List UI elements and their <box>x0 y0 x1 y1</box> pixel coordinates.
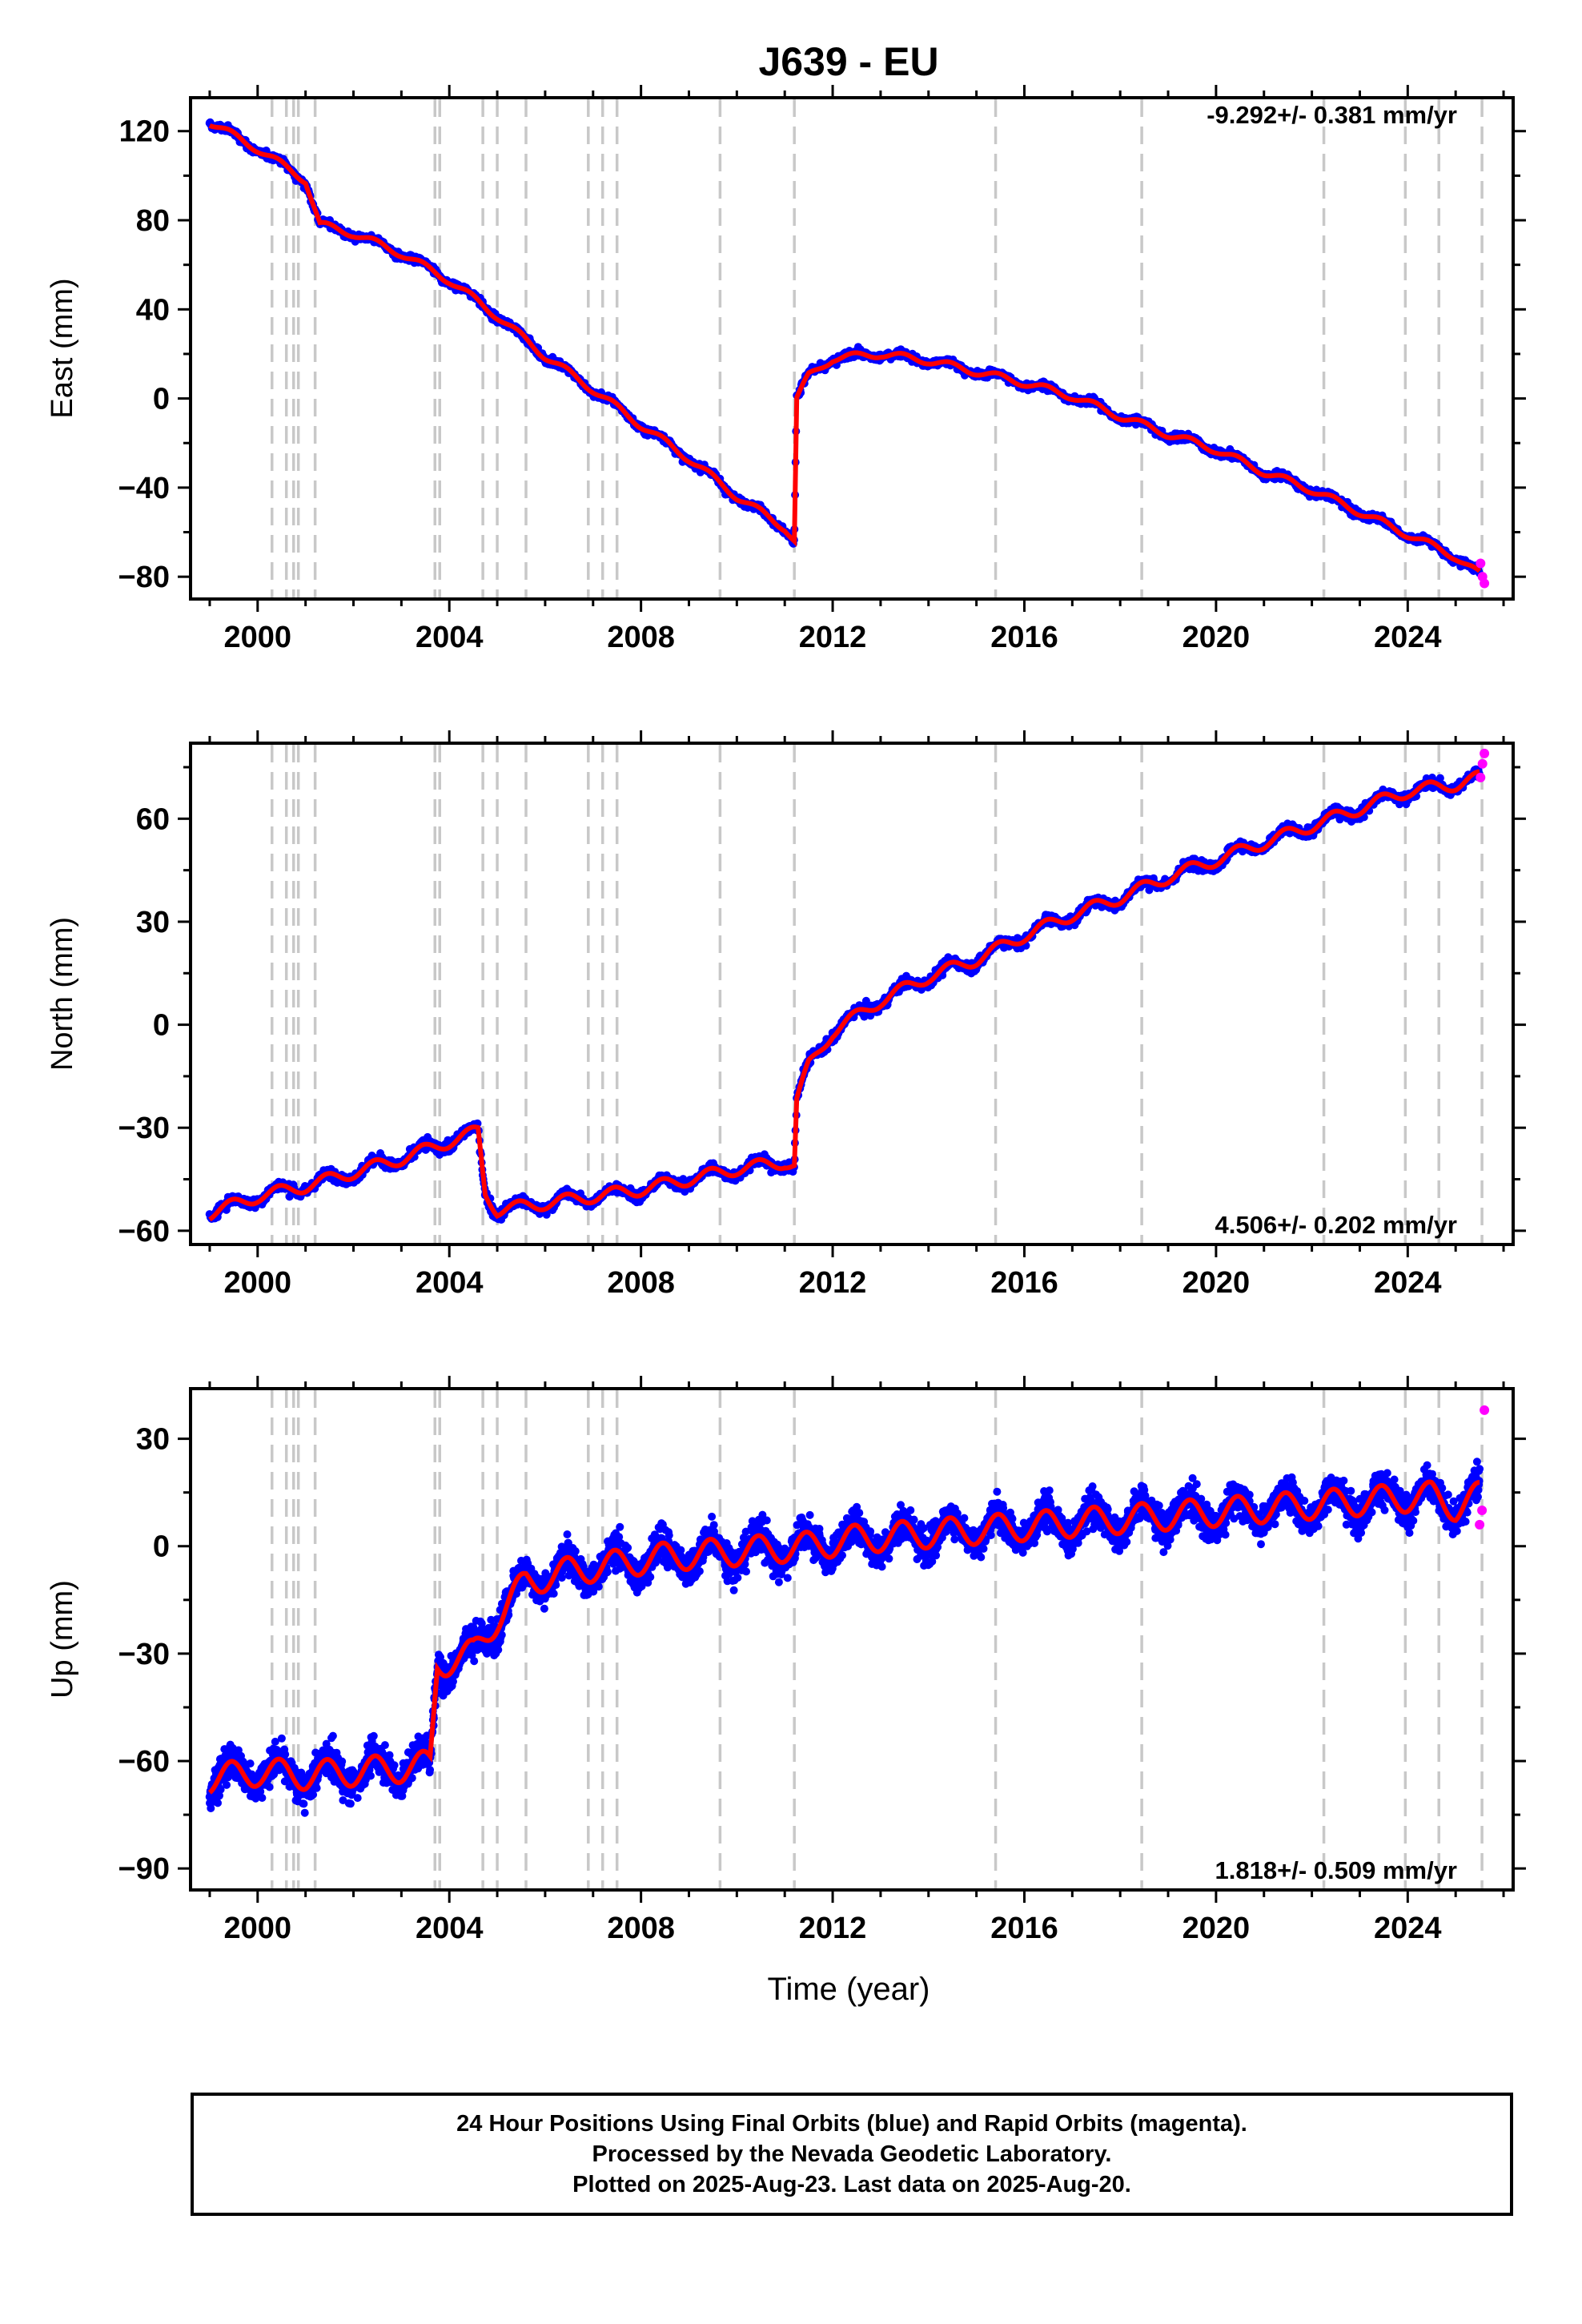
y-tick-label: 40 <box>136 293 170 327</box>
x-tick-label: 2004 <box>416 621 484 654</box>
x-tick-label: 2012 <box>799 1266 867 1300</box>
model-fit-line <box>208 769 1480 1222</box>
x-tick-label: 2016 <box>990 1266 1058 1300</box>
rapid-orbit-point <box>1476 558 1486 569</box>
y-tick-label: −60 <box>118 1215 170 1248</box>
y-tick-label: 0 <box>153 1009 170 1043</box>
x-tick-label: 2000 <box>224 1266 292 1300</box>
figure-title: J639 - EU <box>758 39 938 84</box>
x-tick-label: 2008 <box>607 1266 675 1300</box>
x-tick-label: 2004 <box>416 1266 484 1300</box>
model-fit-line <box>208 123 1482 573</box>
y-tick-label: 0 <box>153 383 170 416</box>
x-tick-label: 2024 <box>1374 621 1442 654</box>
x-tick-label: 2024 <box>1374 1266 1442 1300</box>
final-orbit-point <box>214 1799 222 1807</box>
rapid-orbit-point <box>1480 578 1490 589</box>
y-tick-label: 60 <box>136 802 170 836</box>
final-orbit-point <box>281 1750 290 1759</box>
final-orbit-point <box>246 1759 255 1768</box>
rapid-orbit-point <box>1477 758 1488 769</box>
x-tick-label: 2008 <box>607 621 675 654</box>
rapid-orbit-point <box>1480 748 1490 758</box>
rate-annotation: 4.506+/- 0.202 mm/yr <box>1215 1211 1457 1239</box>
y-axis-label: East (mm) <box>46 278 79 418</box>
rapid-orbit-point <box>1476 772 1486 782</box>
panel-east: 2000 2004 2008 2012 2016 2020 2024 120 80 40 0 −40 −… <box>46 85 1526 654</box>
y-tick-label: −80 <box>118 561 170 594</box>
y-tick-label: 120 <box>119 115 170 149</box>
final-orbit-points <box>205 118 1484 577</box>
final-orbit-point <box>265 1783 274 1791</box>
final-orbit-point <box>277 1734 286 1743</box>
y-tick-label: 80 <box>136 204 170 238</box>
final-orbit-points <box>205 765 1484 1224</box>
rate-annotation: -9.292+/- 0.381 mm/yr <box>1207 101 1457 129</box>
x-tick-label: 2020 <box>1182 1266 1251 1300</box>
y-tick-label: −40 <box>118 472 170 505</box>
x-tick-label: 2016 <box>990 621 1058 654</box>
final-orbit-point <box>223 1780 231 1789</box>
y-tick-label: 30 <box>136 906 170 939</box>
final-orbit-point <box>258 1794 267 1802</box>
y-tick-label: −30 <box>118 1112 170 1145</box>
y-axis-label: North (mm) <box>46 917 79 1071</box>
x-tick-label: 2012 <box>799 621 867 654</box>
panel-up: 2000 2004 2008 2012 2016 2020 2024300−30−60−90… <box>46 1376 1526 1945</box>
final-orbit-points <box>205 1458 1484 1817</box>
x-tick-label: 2000 <box>224 621 292 654</box>
x-tick-label: 2020 <box>1182 621 1251 654</box>
panel-north: 2000 2004 2008 2012 2016 2020 2024 60 30 0 −30 −60 N… <box>46 730 1526 1300</box>
